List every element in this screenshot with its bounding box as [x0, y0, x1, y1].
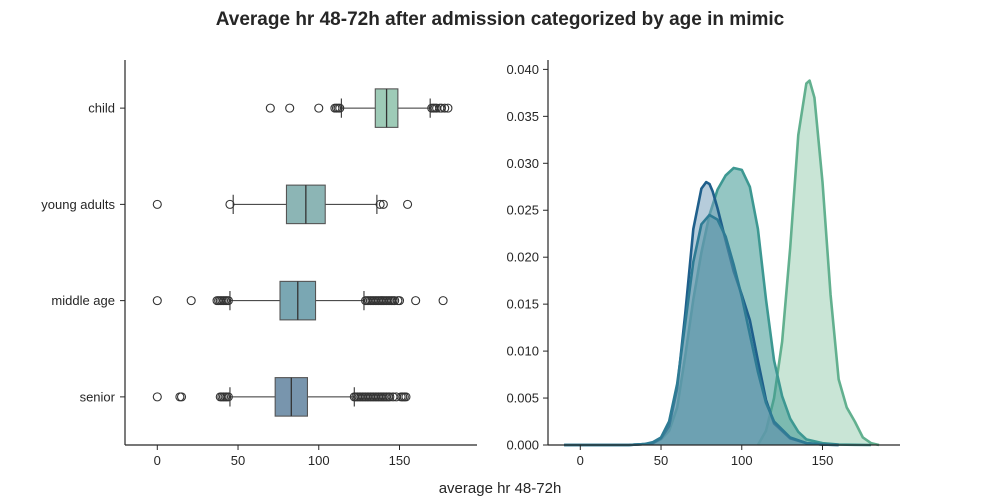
right-x-tick-label: 0: [577, 453, 584, 468]
category-label: middle age: [51, 293, 115, 308]
outlier-point: [443, 103, 453, 113]
boxplot-panel: 0 50 100 150 child young adults middle age seni…: [41, 60, 477, 468]
category-label: young adults: [41, 197, 115, 212]
right-y-tick-label: 0.040: [506, 62, 539, 77]
outlier-point: [152, 296, 162, 306]
right-y-tick-label: 0.020: [506, 250, 539, 265]
right-x-tick-label: 50: [654, 453, 668, 468]
outlier-point: [314, 103, 324, 113]
outlier-point: [378, 199, 388, 209]
outlier-point: [438, 296, 448, 306]
outlier-point: [285, 103, 295, 113]
outlier-point: [152, 392, 162, 402]
outlier-point: [225, 199, 235, 209]
right-y-tick-label: 0.025: [506, 203, 539, 218]
left-x-tick-label: 100: [308, 453, 330, 468]
x-axis-label: average hr 48-72h: [439, 480, 562, 497]
outlier-point: [223, 392, 233, 402]
outlier-point: [186, 296, 196, 306]
right-y-tick-label: 0.005: [506, 391, 539, 406]
outlier-point: [436, 103, 447, 113]
kde-area-0: [757, 80, 880, 445]
left-x-tick-label: 150: [389, 453, 411, 468]
kde-line-3: [564, 213, 839, 447]
left-x-tick-label: 0: [154, 453, 161, 468]
category-label: child: [88, 101, 115, 116]
right-x-tick-label: 100: [731, 453, 753, 468]
chart-title: Average hr 48-72h after admission catego…: [216, 9, 785, 30]
outlier-point: [403, 199, 413, 209]
kde-panel: 0 50 100 150 0.000 0.005 0.010 0.015 0.020 0.025 0…: [506, 60, 900, 468]
outlier-point: [385, 392, 395, 402]
outlier-point: [411, 296, 421, 306]
outlier-point: [152, 199, 162, 209]
outlier-point: [375, 199, 385, 209]
outlier-point: [335, 103, 345, 113]
right-y-tick-label: 0.010: [506, 344, 539, 359]
outlier-point: [440, 103, 450, 113]
right-y-tick-label: 0.035: [506, 109, 539, 124]
outlier-point: [265, 103, 275, 113]
right-x-tick-label: 150: [812, 453, 834, 468]
outlier-point: [401, 392, 411, 402]
outlier-point: [390, 296, 400, 306]
category-label: senior: [80, 389, 116, 404]
outlier-point: [176, 392, 187, 402]
left-x-tick-label: 50: [231, 453, 245, 468]
right-y-tick-label: 0.015: [506, 297, 539, 312]
outlier-point: [394, 296, 405, 306]
kde-area-3: [564, 214, 839, 445]
outlier-point: [223, 296, 233, 306]
kde-line-0: [756, 79, 880, 447]
right-y-tick-label: 0.000: [506, 438, 539, 453]
right-y-tick-label: 0.030: [506, 156, 539, 171]
